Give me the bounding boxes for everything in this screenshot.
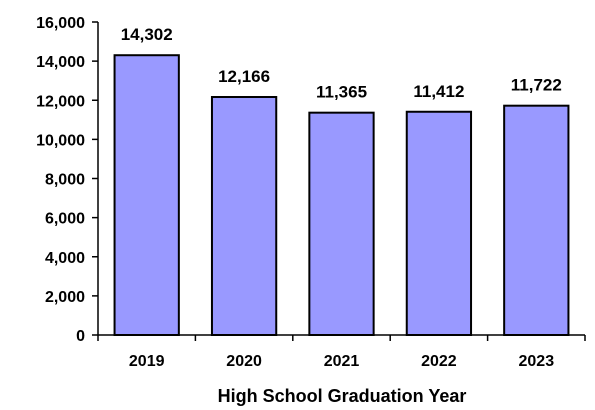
y-tick-label: 14,000 [36,54,85,71]
bars: 14,302 12,166 11,365 11,412 11,722 [113,25,570,337]
bar-2023 [503,104,570,337]
bar-2020 [210,96,278,336]
data-label: 14,302 [121,25,173,44]
y-tick-label: 16,000 [36,15,85,32]
y-axis: 0 2,000 4,000 6,000 8,000 10,000 12,000 14,000 1… [36,15,99,345]
data-label: 11,412 [413,82,464,101]
y-tick-label: 0 [76,328,85,345]
y-tick-label: 6,000 [45,211,85,228]
x-tick-label: 2019 [129,353,165,370]
bar-2021 [308,111,375,337]
data-label: 11,365 [316,83,367,102]
y-tick-label: 4,000 [45,250,85,267]
x-tick-label: 2023 [519,353,555,370]
data-label: 12,166 [218,67,270,86]
x-tick-label: 2021 [324,353,360,370]
x-tick-label: 2022 [421,353,457,370]
y-tick-label: 12,000 [36,93,85,110]
bar-2019 [113,54,180,336]
data-label: 11,722 [511,76,562,95]
x-axis: 2019 2020 2021 2022 2023 [97,334,586,370]
bar-2022 [405,110,473,336]
y-tick-label: 10,000 [36,132,85,149]
y-tick-label: 2,000 [45,289,85,306]
x-axis-title: High School Graduation Year [218,386,467,406]
y-tick-label: 8,000 [45,172,85,189]
x-tick-label: 2020 [226,353,262,370]
